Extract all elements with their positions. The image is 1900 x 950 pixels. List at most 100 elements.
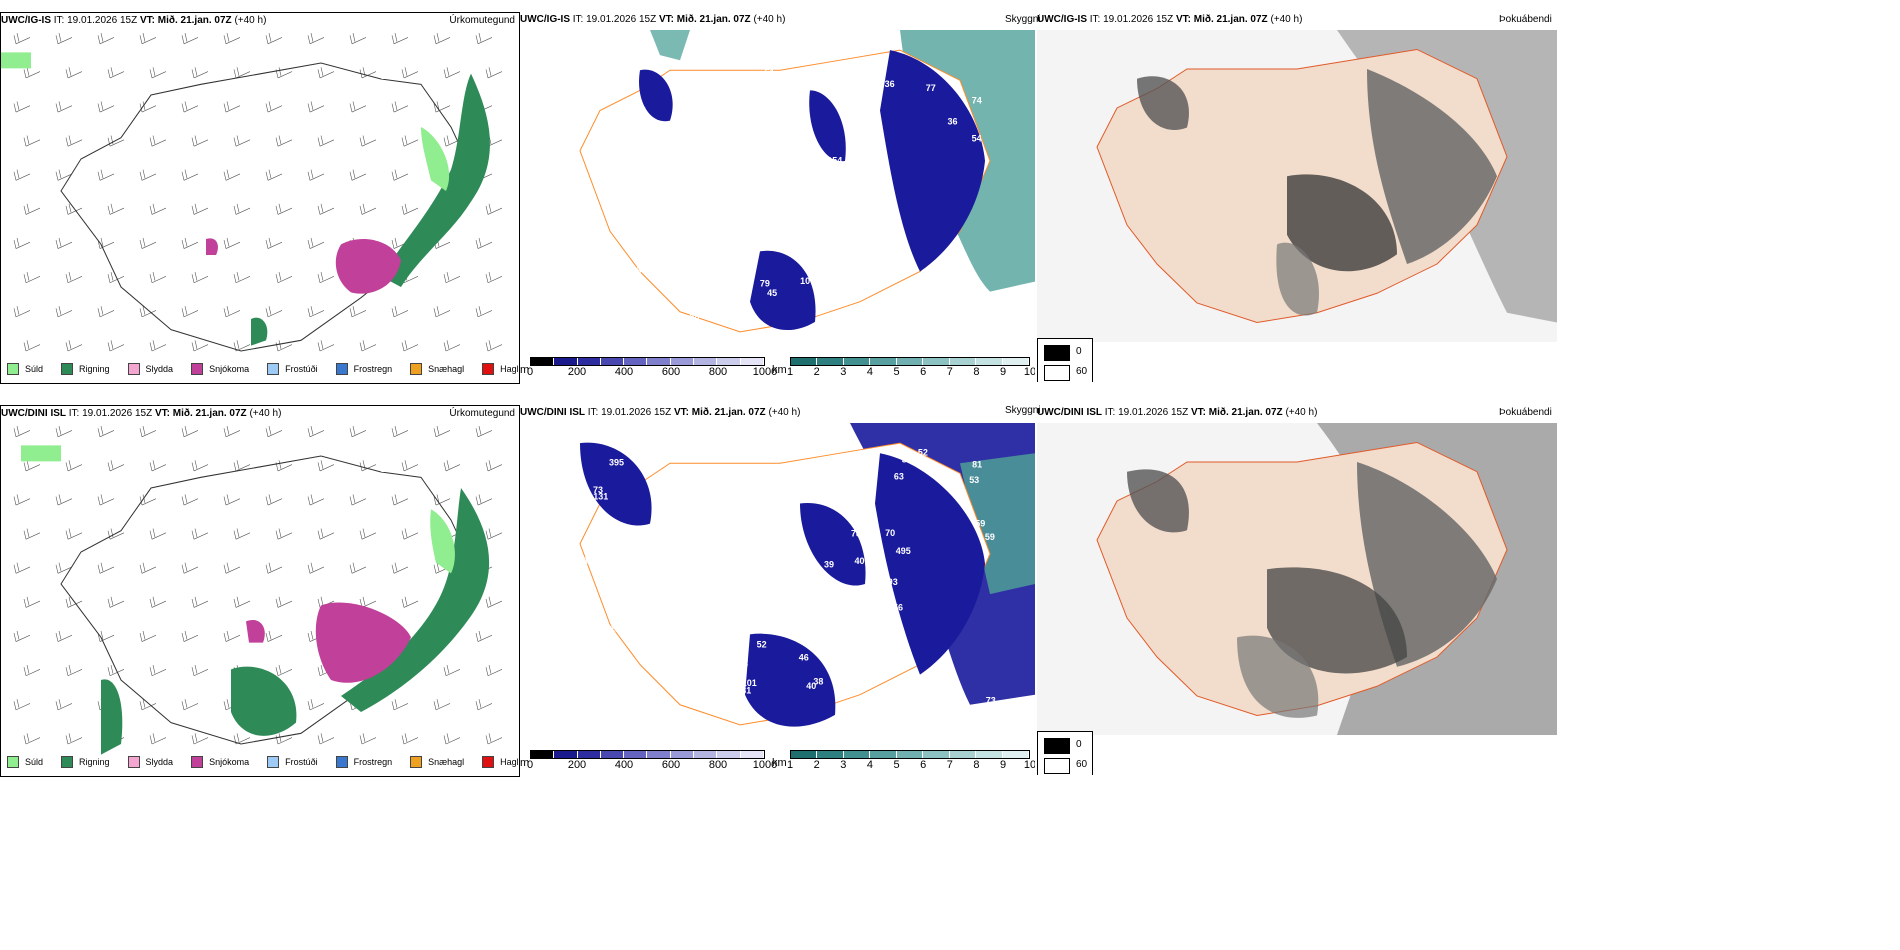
wind-barb bbox=[233, 460, 251, 472]
visibility-label: 68 bbox=[867, 653, 877, 663]
wind-barb bbox=[317, 733, 335, 745]
visibility-label: 39 bbox=[824, 560, 834, 570]
legend-item: Snjókoma bbox=[191, 363, 249, 375]
colorbar-segment bbox=[694, 358, 718, 365]
wind-barb bbox=[55, 630, 73, 642]
visibility-label: 31 bbox=[741, 685, 751, 695]
legend-item: Frostúði bbox=[267, 363, 318, 375]
visibility-label: 57 bbox=[901, 674, 911, 684]
colorbar-segment bbox=[817, 358, 844, 365]
visibility-label: 101 bbox=[742, 678, 757, 688]
panel-title: Úrkomutegund bbox=[449, 408, 515, 419]
legend-swatch-freezing-drizzle bbox=[267, 363, 280, 375]
wind-barb bbox=[97, 562, 115, 574]
legend-swatch-sleet bbox=[127, 756, 140, 768]
colorbar-segment bbox=[554, 358, 578, 365]
wind-barb bbox=[443, 271, 461, 284]
visibility-label: 131 bbox=[850, 64, 865, 74]
visibility-map: 142 68 70 81 73 92 74 102 90 52 272 56 40 131 43 41 38 37… bbox=[520, 423, 1035, 745]
colorbar-segment bbox=[896, 358, 924, 365]
wind-barb bbox=[433, 101, 451, 113]
legend-swatch-sleet bbox=[127, 363, 140, 375]
wind-barb bbox=[307, 169, 325, 181]
wind-barb bbox=[265, 630, 283, 642]
wind-barb bbox=[55, 699, 73, 711]
wind-barb bbox=[191, 135, 209, 147]
legend-swatch-snow-pellets bbox=[410, 363, 423, 375]
visibility-label: 37 bbox=[606, 576, 616, 586]
colorbar-segment bbox=[624, 358, 648, 365]
panel-header: UWC/DINI ISL IT: 19.01.2026 15Z VT: Mið.… bbox=[1037, 407, 1318, 418]
wind-barb bbox=[391, 494, 409, 506]
visibility-label: 242 bbox=[662, 565, 677, 575]
visibility-label: 58 bbox=[678, 291, 688, 301]
visibility-label: 96 bbox=[859, 224, 869, 234]
wind-barb bbox=[139, 630, 157, 642]
visibility-label: 29 bbox=[861, 250, 871, 260]
visibility-label: 52 bbox=[692, 512, 702, 522]
visibility-label: 78 bbox=[851, 529, 861, 539]
legend-swatch-dense bbox=[1044, 345, 1070, 361]
legend-swatch-clear bbox=[1044, 758, 1070, 774]
wind-barb bbox=[317, 340, 335, 352]
wind-barb bbox=[97, 101, 115, 113]
wind-barb bbox=[275, 271, 293, 284]
wind-barb bbox=[317, 67, 335, 79]
visibility-label: 42 bbox=[697, 602, 707, 612]
wind-barb bbox=[391, 169, 409, 181]
wind-barb bbox=[181, 699, 199, 711]
wind-barb bbox=[391, 33, 409, 45]
wind-barb bbox=[275, 135, 293, 147]
wind-barb bbox=[13, 426, 31, 438]
wind-barb bbox=[65, 664, 83, 677]
colorbar-segment bbox=[717, 358, 741, 365]
visibility-label: 91 bbox=[649, 53, 659, 63]
wind-barb bbox=[223, 169, 241, 181]
visibility-label: 142 bbox=[584, 556, 599, 566]
visibility-label: 61 bbox=[822, 158, 832, 168]
wind-barb bbox=[233, 135, 251, 147]
visibility-label: 68 bbox=[689, 312, 699, 322]
visibility-label: 32 bbox=[813, 478, 823, 488]
wind-barb bbox=[359, 460, 377, 472]
visibility-colorbar: 1 2 3 4 5 6 7 8 9 10 bbox=[787, 750, 1035, 771]
visibility-label: 41 bbox=[976, 714, 986, 724]
wind-barb bbox=[233, 67, 251, 79]
wind-barb bbox=[391, 101, 409, 113]
wind-barb bbox=[359, 733, 377, 745]
colorbar-segment bbox=[791, 751, 818, 758]
visibility-label: 21 bbox=[847, 682, 857, 692]
wind-barb bbox=[97, 306, 115, 318]
wind-barb bbox=[223, 562, 241, 574]
legend-swatch-rain bbox=[61, 363, 74, 375]
visibility-label: 33 bbox=[691, 258, 701, 268]
visibility-label: 40 bbox=[664, 443, 674, 453]
wind-barb bbox=[23, 596, 41, 608]
visibility-label: 35 bbox=[807, 49, 817, 59]
wind-barb bbox=[391, 562, 409, 574]
visibility-label: 43 bbox=[660, 497, 670, 507]
visibility-label: 59 bbox=[975, 518, 985, 528]
wind-barb bbox=[139, 237, 157, 249]
visibility-label: 44 bbox=[951, 712, 961, 722]
wind-barb bbox=[191, 733, 209, 745]
wind-barb bbox=[433, 699, 451, 711]
colorbar-segment bbox=[976, 751, 1003, 758]
visibility-label: 64 bbox=[683, 625, 693, 635]
panel-header: UWC/DINI ISL IT: 19.01.2026 15Z VT: Mið.… bbox=[1, 408, 282, 419]
visibility-label: 33 bbox=[768, 558, 778, 568]
visibility-label: 36 bbox=[668, 153, 678, 163]
wind-barb bbox=[191, 340, 209, 352]
wind-barb bbox=[181, 101, 199, 113]
colorbar-segment bbox=[923, 358, 950, 365]
cloud-ticks: 0 200 400 600 800 1000 bbox=[526, 366, 778, 378]
wind-barb bbox=[349, 33, 367, 45]
visibility-label: 86 bbox=[652, 56, 662, 66]
wind-barb bbox=[307, 494, 325, 506]
wind-barb bbox=[475, 306, 493, 318]
visibility-label: 96 bbox=[851, 287, 861, 297]
visibility-label: 28 bbox=[735, 463, 745, 473]
wind-barb bbox=[65, 596, 83, 608]
legend-item: Slydda bbox=[127, 756, 173, 768]
legend-swatch-freezing-drizzle bbox=[267, 756, 280, 768]
